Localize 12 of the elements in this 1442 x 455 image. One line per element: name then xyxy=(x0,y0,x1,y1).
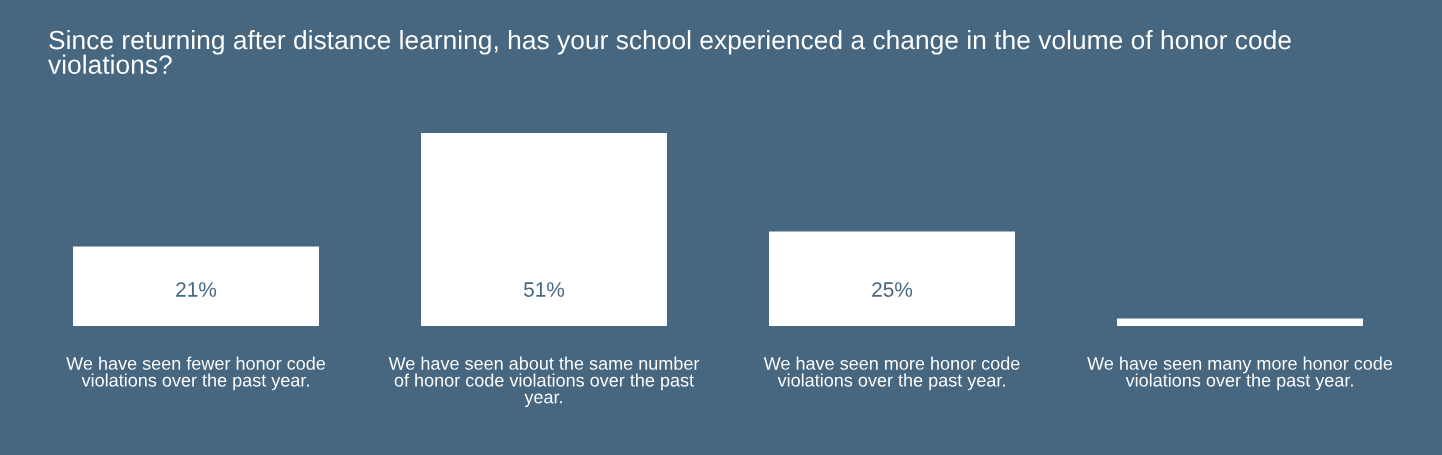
x-tick-label: We have seen many more honor code violations over the past year. xyxy=(1087,356,1393,391)
x-tick-label: We have seen about the same number of honor code violations over the past year. xyxy=(388,356,700,408)
bar xyxy=(420,133,668,326)
data-label: 25% xyxy=(872,282,913,297)
bar xyxy=(72,246,320,326)
bar xyxy=(1116,318,1364,326)
data-label: 51% xyxy=(523,282,565,297)
x-tick-label: We have seen more honor code violations over the past year. xyxy=(763,356,1020,391)
bar xyxy=(768,231,1016,326)
x-tick-label: We have seen fewer honor code violations over the past year. xyxy=(66,356,326,391)
data-label: 21% xyxy=(176,282,217,297)
chart-title: Since returning after distance learning, has your school experienced a change in the volume of honor code violations? xyxy=(48,30,1291,74)
